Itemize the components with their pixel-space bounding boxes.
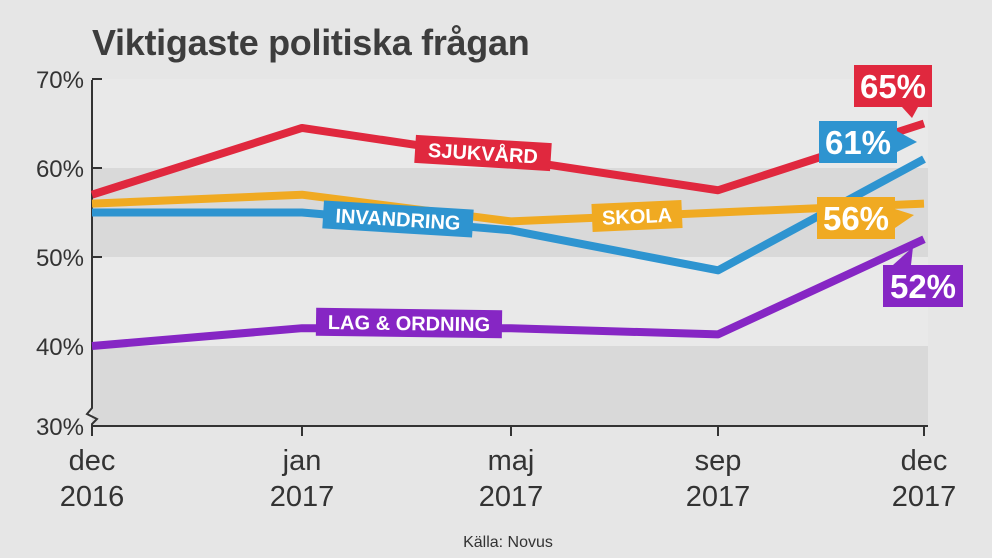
callout-value: 61% [825, 124, 891, 161]
band-30-40 [92, 346, 928, 426]
x-tick-label: sep [695, 445, 742, 477]
callout-box [854, 65, 932, 107]
callout-box [883, 265, 963, 307]
chart-title: Viktigaste politiska frågan [92, 22, 530, 63]
y-tick-label: 50% [36, 245, 84, 272]
x-tick-label: jan [282, 445, 322, 477]
end-value-callout-3: 52% [883, 247, 963, 307]
callout-value: 56% [823, 200, 889, 237]
x-tick-label: dec [69, 445, 116, 477]
series-name-label-2: INVANDRING [322, 200, 474, 238]
series-name-label-1: SKOLA [591, 200, 683, 232]
x-tick-label-year: 2016 [60, 481, 125, 513]
y-tick-label: 40% [36, 334, 84, 361]
series-name-box [414, 134, 552, 172]
series-line-2 [92, 155, 926, 275]
x-tick-label-year: 2017 [686, 481, 751, 513]
end-value-callout-2: 61% [819, 121, 917, 163]
y-tick-label: 30% [36, 414, 84, 441]
y-tick-label: 60% [36, 156, 84, 183]
callout-pointer [893, 247, 913, 265]
series-name-label-0: SJUKVÅRD [414, 134, 552, 172]
x-tick-label-year: 2017 [270, 481, 335, 513]
series-name-text: LAG & ORDNING [328, 312, 491, 336]
end-value-callout-1: 56% [817, 197, 914, 239]
end-value-callout-0: 65% [854, 65, 932, 118]
x-tick-label-year: 2017 [479, 481, 544, 513]
series-name-box [315, 307, 503, 339]
series-line-1 [91, 190, 925, 226]
x-tick-label: dec [901, 445, 948, 477]
y-axis-line [85, 80, 99, 426]
series-name-label-3: LAG & ORDNING [315, 307, 503, 339]
series-line-3 [91, 235, 926, 350]
callout-pointer [895, 209, 914, 228]
series-name-text: SKOLA [602, 205, 673, 230]
callout-pointer [902, 107, 918, 118]
callout-box [819, 121, 897, 163]
callout-pointer [897, 131, 917, 152]
x-tick-label-year: 2017 [892, 481, 957, 513]
callout-value: 65% [860, 68, 926, 105]
y-tick-label: 70% [36, 67, 84, 94]
series-name-box [322, 200, 474, 238]
series-name-box [591, 200, 683, 232]
source-note: Källa: Novus [463, 534, 553, 551]
x-tick-label: maj [488, 445, 535, 477]
callout-box [817, 197, 895, 239]
callout-value: 52% [890, 268, 956, 305]
